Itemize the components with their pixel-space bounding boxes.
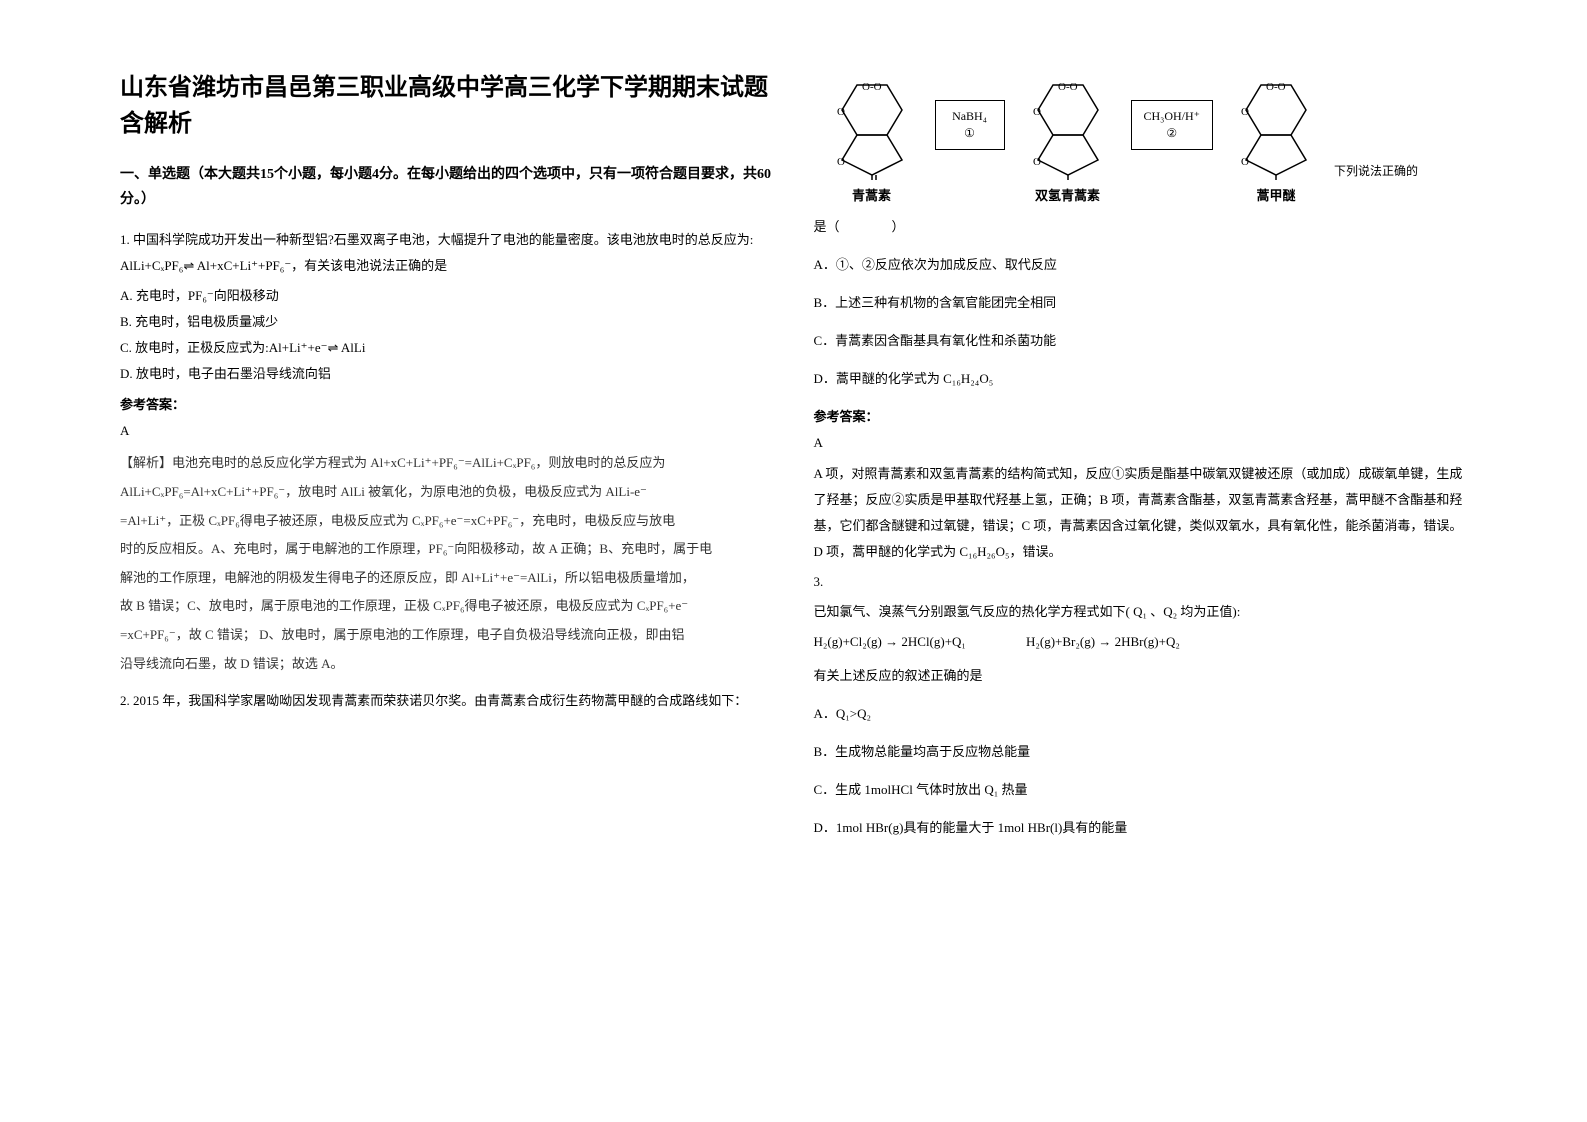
svg-text:O: O bbox=[1033, 106, 1041, 118]
q1-analysis-3: =Al+Li⁺，正极 CₓPF₆得电子被还原，电极反应式为 CₓPF₆+e⁻=x… bbox=[120, 507, 774, 536]
qinghaosu-structure-icon: O-O O O O bbox=[822, 70, 922, 180]
q3-option-a: A．Q₁>Q₂ bbox=[814, 701, 1468, 727]
svg-text:O: O bbox=[1241, 156, 1249, 168]
q3-equations: H₂(g)+Cl₂(g) → 2HCl(g)+Q₁ H₂(g)+Br₂(g) →… bbox=[814, 629, 1468, 655]
mol1-label: 青蒿素 bbox=[822, 185, 922, 204]
q1-answer-label: 参考答案： bbox=[120, 392, 774, 418]
q3-intro: 已知氯气、溴蒸气分别跟氢气反应的热化学方程式如下( Q₁ 、Q₂ 均为正值): bbox=[814, 599, 1468, 625]
q1-analysis-7: =xC+PF₆⁻，故 C 错误； D、放电时，属于原电池的工作原理，电子自负极沿… bbox=[120, 621, 774, 650]
q1-option-d: D. 放电时，电子由石墨沿导线流向铝 bbox=[120, 361, 774, 387]
arrow2-number: ② bbox=[1166, 126, 1177, 141]
mol3-label: 蒿甲醚 bbox=[1226, 185, 1326, 204]
reaction-arrow-1: NaBH₄ ① bbox=[935, 100, 1005, 150]
q2-option-a: A．①、②反应依次为加成反应、取代反应 bbox=[814, 252, 1468, 278]
q2-trailing2: 是（ ） bbox=[814, 214, 1468, 240]
svg-text:O-O: O-O bbox=[862, 81, 882, 93]
mol2-label: 双氢青蒿素 bbox=[1018, 185, 1118, 204]
arrow1-number: ① bbox=[964, 126, 975, 141]
q2-intro: 2. 2015 年，我国科学家屠呦呦因发现青蒿素而荣获诺贝尔奖。由青蒿素合成衍生… bbox=[120, 688, 774, 714]
synthesis-diagram: O-O O O O 青蒿素 NaBH₄ ① O-O O O OH 双 bbox=[814, 70, 1468, 204]
svg-text:O: O bbox=[837, 106, 845, 118]
q2-option-d: D．蒿甲醚的化学式为 C₁₆H₂₄O₅ bbox=[814, 366, 1468, 392]
q2-option-b: B．上述三种有机物的含氧官能团完全相同 bbox=[814, 290, 1468, 316]
document-title: 山东省潍坊市昌邑第三职业高级中学高三化学下学期期末试题含解析 bbox=[120, 70, 774, 142]
reaction-arrow-2: CH₃OH/H⁺ ② bbox=[1131, 100, 1214, 150]
right-column: O-O O O O 青蒿素 NaBH₄ ① O-O O O OH 双 bbox=[794, 70, 1488, 1082]
left-column: 山东省潍坊市昌邑第三职业高级中学高三化学下学期期末试题含解析 一、单选题（本大题… bbox=[100, 70, 794, 1082]
svg-text:O: O bbox=[1241, 106, 1249, 118]
q3-option-c: C．生成 1molHCl 气体时放出 Q₁ 热量 bbox=[814, 777, 1468, 803]
q1-option-a: A. 充电时，PF₆⁻向阳极移动 bbox=[120, 283, 774, 309]
q1-analysis-5: 解池的工作原理，电解池的阴极发生得电子的还原反应，即 Al+Li⁺+e⁻=AlL… bbox=[120, 564, 774, 593]
molecule-dihydro: O-O O O OH 双氢青蒿素 bbox=[1018, 70, 1118, 204]
svg-text:O: O bbox=[1033, 156, 1041, 168]
svg-text:O-O: O-O bbox=[1058, 81, 1078, 93]
q1-option-c: C. 放电时，正极反应式为:Al+Li⁺+e⁻⇌ AlLi bbox=[120, 335, 774, 361]
q2-answer: A bbox=[814, 430, 1468, 456]
q3-option-b: B．生成物总能量均高于反应物总能量 bbox=[814, 739, 1468, 765]
q3-intro2: 有关上述反应的叙述正确的是 bbox=[814, 663, 1468, 689]
q1-analysis-8: 沿导线流向石墨，故 D 错误；故选 A。 bbox=[120, 650, 774, 679]
arrow2-reagent: CH₃OH/H⁺ bbox=[1144, 109, 1201, 124]
svg-text:O-O: O-O bbox=[1266, 81, 1286, 93]
q1-intro: 1. 中国科学院成功开发出一种新型铝?石墨双离子电池，大幅提升了电池的能量密度。… bbox=[120, 227, 774, 279]
arrow1-reagent: NaBH₄ bbox=[952, 109, 987, 124]
q3-eq1: H₂(g)+Cl₂(g) → 2HCl(g)+Q₁ bbox=[814, 629, 966, 655]
q1-analysis-1: 【解析】电池充电时的总反应化学方程式为 Al+xC+Li⁺+PF₆⁻=AlLi+… bbox=[120, 449, 774, 478]
svg-text:O: O bbox=[837, 156, 845, 168]
q1-option-b: B. 充电时，铝电极质量减少 bbox=[120, 309, 774, 335]
q2-trailing: 下列说法正确的 bbox=[1334, 162, 1418, 179]
q3-num: 3. bbox=[814, 569, 1468, 595]
q1-analysis-4: 时的反应相反。A、充电时，属于电解池的工作原理，PF₆⁻向阳极移动，故 A 正确… bbox=[120, 535, 774, 564]
q2-answer-label: 参考答案： bbox=[814, 404, 1468, 430]
q1-answer: A bbox=[120, 418, 774, 444]
dihydro-structure-icon: O-O O O OH bbox=[1018, 70, 1118, 180]
q2-option-c: C．青蒿素因含酯基具有氧化性和杀菌功能 bbox=[814, 328, 1468, 354]
molecule-qinghaosu: O-O O O O 青蒿素 bbox=[822, 70, 922, 204]
molecule-artemether: O-O O O OCH₃ 蒿甲醚 bbox=[1226, 70, 1326, 204]
q2-analysis: A 项，对照青蒿素和双氢青蒿素的结构简式知，反应①实质是酯基中碳氧双键被还原（或… bbox=[814, 461, 1468, 565]
q1-analysis-6: 故 B 错误；C、放电时，属于原电池的工作原理，正极 CₓPF₆得电子被还原，电… bbox=[120, 592, 774, 621]
q1-analysis-2: AlLi+CₓPF₆=Al+xC+Li⁺+PF₆⁻，放电时 AlLi 被氧化，为… bbox=[120, 478, 774, 507]
section-header: 一、单选题（本大题共15个小题，每小题4分。在每小题给出的四个选项中，只有一项符… bbox=[120, 162, 774, 212]
artemether-structure-icon: O-O O O OCH₃ bbox=[1226, 70, 1326, 180]
q3-eq2: H₂(g)+Br₂(g) → 2HBr(g)+Q₂ bbox=[1026, 629, 1180, 655]
q3-option-d: D．1mol HBr(g)具有的能量大于 1mol HBr(l)具有的能量 bbox=[814, 815, 1468, 841]
